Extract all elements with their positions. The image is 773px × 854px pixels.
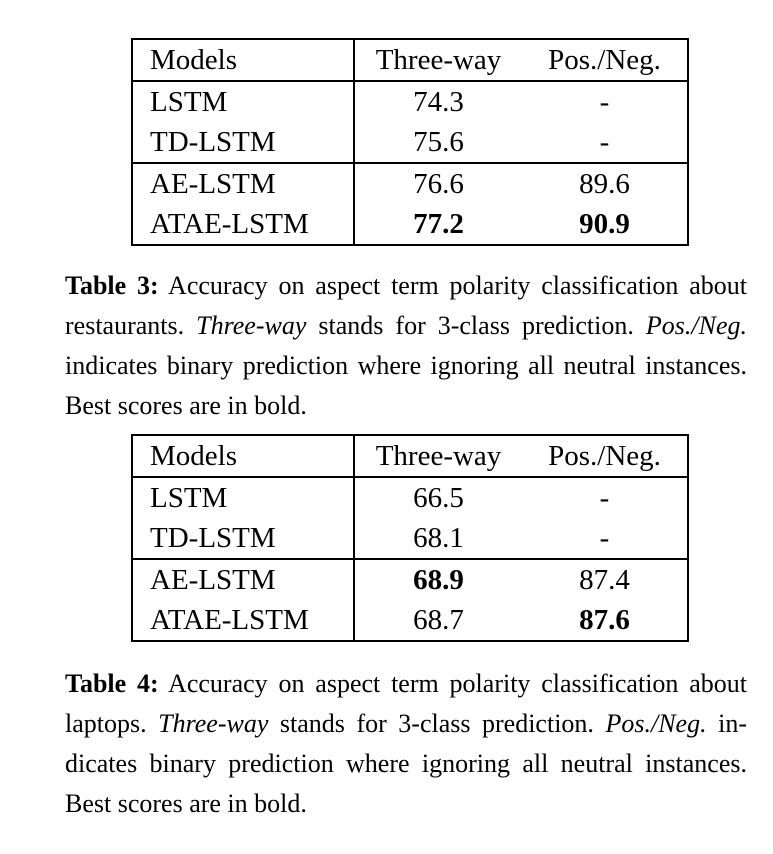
three-way-cell: 68.1 <box>413 521 464 554</box>
col-header-three-way: Three-way <box>375 43 502 76</box>
pos-neg-cell: - <box>599 521 610 554</box>
model-name-cell: AE-LSTM <box>132 163 355 204</box>
col-header-three-way: Three-way <box>375 439 502 472</box>
three-way-cell: 66.5 <box>413 481 464 514</box>
col-header-models: Models <box>132 39 355 81</box>
table-header-row: Models Three-way Pos./Neg. <box>132 39 688 81</box>
caption-term-italic: Three-way <box>158 709 269 738</box>
three-way-cell: 68.7 <box>413 603 464 636</box>
caption-text: restaurants. <box>65 311 197 340</box>
table-row: AE-LSTM 68.9 87.4 <box>132 559 688 600</box>
table-header-row: Models Three-way Pos./Neg. <box>132 435 688 477</box>
model-name-cell: TD-LSTM <box>132 518 355 559</box>
pos-neg-cell: - <box>599 85 610 118</box>
caption-text: laptops. <box>65 709 159 738</box>
col-header-pos-neg: Pos./Neg. <box>548 43 661 76</box>
model-name-cell: ATAE-LSTM <box>132 204 355 245</box>
col-header-models: Models <box>132 435 355 477</box>
model-name-cell: LSTM <box>132 477 355 518</box>
pos-neg-cell: - <box>599 125 610 158</box>
caption-text: Accuracy on aspect term polarity classif… <box>158 669 748 698</box>
model-name-cell: LSTM <box>132 81 355 122</box>
caption-line: Table 3: Accuracy on aspect term polarit… <box>65 266 747 306</box>
table4-caption: Table 4: Accuracy on aspect term polarit… <box>65 664 747 824</box>
pos-neg-cell: 90.9 <box>579 207 630 240</box>
caption-line: Best scores are in bold. <box>65 391 307 420</box>
table-row: TD-LSTM 68.1 - <box>132 518 688 559</box>
table-row: LSTM 74.3 - <box>132 81 688 122</box>
table-row: AE-LSTM 76.6 89.6 <box>132 163 688 204</box>
caption-term-italic: Three-way <box>196 311 307 340</box>
caption-line: restaurants. Three-way stands for 3-clas… <box>65 306 747 346</box>
three-way-cell: 76.6 <box>413 167 464 200</box>
caption-line: Best scores are in bold. <box>65 789 307 818</box>
caption-term-italic: Pos./Neg. <box>605 709 707 738</box>
caption-text: stands for 3-class prediction. <box>268 709 606 738</box>
table-row: TD-LSTM 75.6 - <box>132 122 688 163</box>
pos-neg-cell: 87.4 <box>579 563 630 596</box>
caption-text: stands for 3-class prediction. <box>306 311 646 340</box>
caption-label: Table 3: <box>65 271 159 300</box>
caption-line: dicates binary prediction where ignoring… <box>65 749 747 778</box>
table3-caption: Table 3: Accuracy on aspect term polarit… <box>65 266 747 426</box>
pos-neg-cell: - <box>599 481 610 514</box>
caption-text: Accuracy on aspect term polarity classif… <box>158 271 748 300</box>
three-way-cell: 77.2 <box>413 207 464 240</box>
three-way-cell: 68.9 <box>413 563 464 596</box>
table-row: ATAE-LSTM 68.7 87.6 <box>132 600 688 641</box>
three-way-cell: 74.3 <box>413 85 464 118</box>
three-way-cell: 75.6 <box>413 125 464 158</box>
table-row: LSTM 66.5 - <box>132 477 688 518</box>
caption-term-italic: Pos./Neg. <box>645 311 747 340</box>
caption-line: indicates binary prediction where ignori… <box>65 351 747 380</box>
model-name-cell: AE-LSTM <box>132 559 355 600</box>
col-header-pos-neg: Pos./Neg. <box>548 439 661 472</box>
caption-line: laptops. Three-way stands for 3-class pr… <box>65 704 747 744</box>
pos-neg-cell: 87.6 <box>579 603 630 636</box>
caption-text: in- <box>706 709 747 738</box>
caption-label: Table 4: <box>65 669 159 698</box>
pos-neg-cell: 89.6 <box>579 167 630 200</box>
caption-line: Table 4: Accuracy on aspect term polarit… <box>65 664 747 704</box>
model-name-cell: ATAE-LSTM <box>132 600 355 641</box>
table-row: ATAE-LSTM 77.2 90.9 <box>132 204 688 245</box>
results-table-laptops: Models Three-way Pos./Neg. LSTM 66.5 - T… <box>131 434 689 642</box>
results-table-restaurants: Models Three-way Pos./Neg. LSTM 74.3 - T… <box>131 38 689 246</box>
model-name-cell: TD-LSTM <box>132 122 355 163</box>
